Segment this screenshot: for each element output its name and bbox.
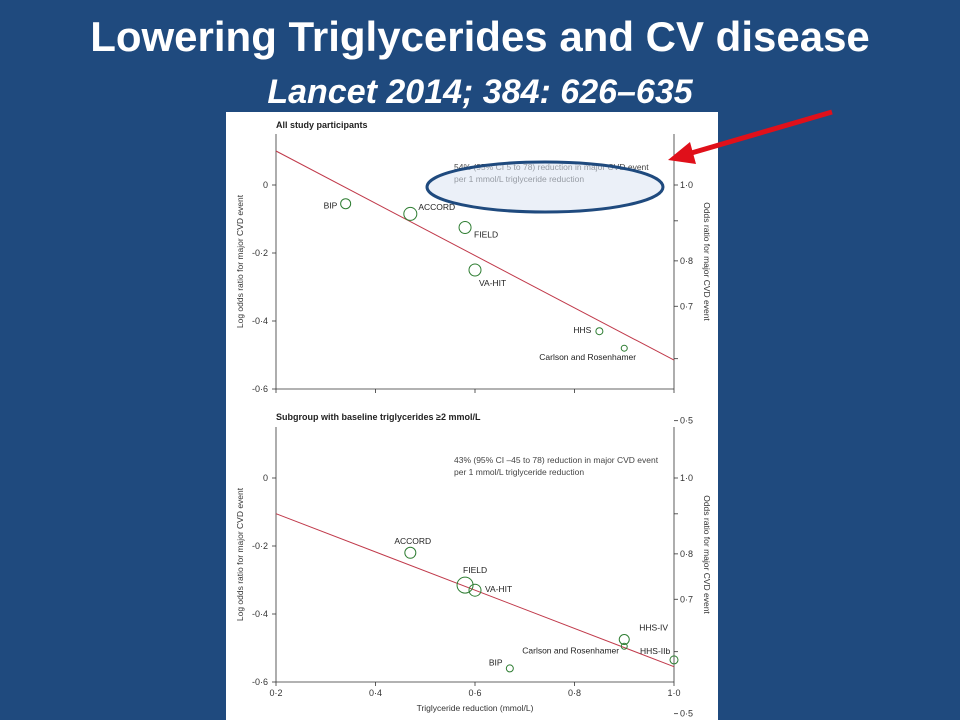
- y-right-tick-label: 1·0: [680, 180, 693, 190]
- study-marker: [403, 206, 418, 221]
- study-label: VA-HIT: [479, 278, 506, 288]
- y-tick-label: -0·4: [252, 609, 268, 619]
- y-right-tick-label: 1·0: [680, 473, 693, 483]
- study-label: HHS-IIb: [640, 646, 671, 656]
- panel-title: All study participants: [276, 120, 368, 130]
- highlight-ellipse: [425, 160, 665, 214]
- y-axis-label: Log odds ratio for major CVD event: [235, 487, 245, 621]
- study-marker: [404, 546, 417, 559]
- study-label: ACCORD: [418, 202, 455, 212]
- study-label: FIELD: [474, 230, 498, 240]
- y-right-tick-label: 0·5: [680, 416, 693, 426]
- y-tick-label: -0·4: [252, 316, 268, 326]
- y-tick-label: -0·6: [252, 677, 268, 687]
- study-marker: [620, 642, 628, 650]
- slide-title: Lowering Triglycerides and CV disease: [90, 13, 870, 60]
- y-axis-label: Log odds ratio for major CVD event: [235, 194, 245, 328]
- y-right-tick-label: 0·7: [680, 594, 693, 604]
- study-marker: [340, 198, 352, 210]
- highlight-arrow-head: [668, 142, 696, 164]
- study-label: Carlson and Rosenhamer: [522, 645, 619, 655]
- regression-line: [275, 513, 675, 668]
- annotation-line: per 1 mmol/L triglyceride reduction: [454, 467, 584, 477]
- y-right-axis-label: Odds ratio for major CVD event: [702, 495, 712, 614]
- panel-title: Subgroup with baseline triglycerides ≥2 …: [276, 412, 481, 422]
- x-tick-label: 0·2: [269, 688, 282, 698]
- y-right-axis-label: Odds ratio for major CVD event: [702, 202, 712, 321]
- study-label: HHS-IV: [639, 623, 668, 633]
- y-right-tick-label: 0·8: [680, 256, 693, 266]
- y-right-tick-label: 0·8: [680, 549, 693, 559]
- study-marker: [620, 344, 628, 352]
- x-axis-label: Triglyceride reduction (mmol/L): [417, 703, 534, 713]
- study-label: BIP: [489, 657, 503, 667]
- y-tick-label: -0·2: [252, 541, 268, 551]
- study-marker: [505, 664, 514, 673]
- chart-panel-2: Subgroup with baseline triglycerides ≥2 …: [235, 412, 712, 719]
- y-tick-label: -0·2: [252, 248, 268, 258]
- x-tick-label: 0·6: [468, 688, 481, 698]
- y-tick-label: 0: [263, 180, 268, 190]
- annotation-line: 43% (95% CI –45 to 78) reduction in majo…: [454, 455, 659, 465]
- study-label: Carlson and Rosenhamer: [539, 352, 636, 362]
- study-label: ACCORD: [394, 536, 431, 546]
- study-marker: [595, 327, 604, 336]
- study-label: BIP: [324, 201, 338, 211]
- study-label: HHS: [573, 325, 591, 335]
- slide-subtitle: Lancet 2014; 384: 626–635: [267, 73, 693, 111]
- study-label: VA-HIT: [485, 584, 512, 594]
- y-tick-label: -0·6: [252, 384, 268, 394]
- chart-figure: All study participants 0 -0·2 -0·4 -0·6 1·0 0·…: [226, 112, 718, 720]
- study-label: FIELD: [463, 565, 487, 575]
- regression-line: [275, 150, 675, 361]
- x-tick-label: 0·4: [369, 688, 382, 698]
- study-marker: [456, 576, 474, 594]
- study-marker: [468, 263, 482, 277]
- study-marker: [618, 634, 630, 645]
- x-tick-label: 1·0: [667, 688, 680, 698]
- study-marker: [669, 655, 679, 665]
- highlight-arrow-shaft: [687, 109, 833, 157]
- y-right-tick-label: 0·5: [680, 709, 693, 719]
- study-marker: [468, 583, 482, 597]
- study-marker: [458, 221, 472, 234]
- y-right-tick-label: 0·7: [680, 301, 693, 311]
- y-tick-label: 0: [263, 473, 268, 483]
- x-tick-label: 0·8: [568, 688, 581, 698]
